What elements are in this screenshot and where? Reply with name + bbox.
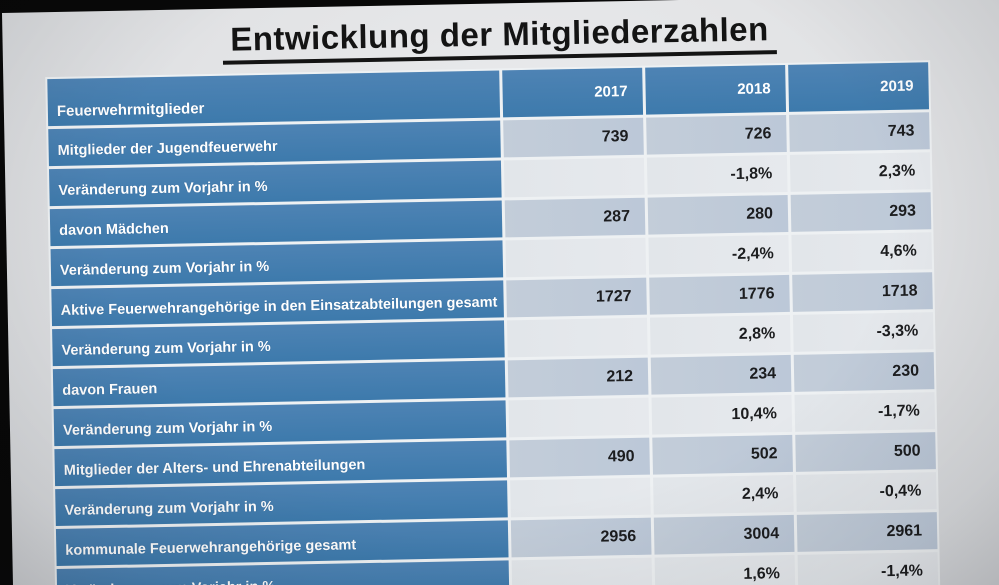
cell-2018: 1776: [649, 274, 790, 315]
cell-2018: -1,8%: [646, 154, 788, 195]
cell-2019: 2,3%: [789, 152, 931, 192]
cell-2017: 2956: [510, 517, 652, 558]
cell-2018: 1,6%: [654, 554, 796, 585]
cell-2017: [503, 157, 645, 198]
row-label: Aktive Feuerwehrangehörige in den Einsat…: [51, 280, 504, 327]
cell-2018: 502: [652, 434, 793, 475]
cell-2017: 287: [504, 197, 646, 238]
cell-2019: 293: [790, 192, 932, 232]
cell-2017: [510, 477, 651, 518]
row-label: davon Mädchen: [49, 200, 503, 247]
cell-2018: 234: [650, 354, 792, 395]
cell-2017: [506, 317, 648, 358]
row-label: Mitglieder der Alters- und Ehrenabteilun…: [54, 440, 508, 487]
cell-2017: [511, 557, 653, 585]
cell-2018: 3004: [653, 514, 795, 555]
cell-2019: 500: [795, 432, 936, 472]
title-area: Entwicklung der Mitgliederzahlen: [2, 0, 997, 69]
cell-2019: 4,6%: [791, 232, 933, 272]
cell-2019: -1,4%: [797, 552, 939, 585]
cell-2019: 2961: [796, 512, 938, 552]
cell-2019: -0,4%: [796, 472, 937, 512]
year-header-2019: 2019: [788, 62, 930, 112]
row-label: kommunale Feuerwehrangehörige gesamt: [55, 520, 509, 567]
cell-2019: 1718: [792, 272, 933, 312]
cell-2019: -1,7%: [794, 392, 936, 432]
cell-2017: 1727: [506, 277, 647, 318]
year-header-2017: 2017: [502, 67, 644, 118]
cell-2018: 2,4%: [653, 474, 794, 515]
membership-table: Feuerwehrmitglieder 2017 2018 2019 Mitgl…: [45, 60, 941, 585]
page-title: Entwicklung der Mitgliederzahlen: [221, 10, 778, 65]
cell-2018: 726: [646, 114, 787, 155]
cell-2017: [508, 397, 650, 438]
row-label: Veränderung zum Vorjahr in %: [52, 320, 505, 367]
row-label: Mitglieder der Jugendfeuerwehr: [48, 120, 501, 167]
cell-2017: 739: [503, 117, 644, 158]
cell-2017: 490: [509, 437, 650, 478]
cell-2018: 2,8%: [649, 314, 791, 355]
row-label: Veränderung zum Vorjahr in %: [50, 240, 504, 287]
row-label: davon Frauen: [52, 360, 506, 407]
cell-2017: 212: [507, 357, 649, 398]
table-header-label: Feuerwehrmitglieder: [47, 70, 501, 127]
year-header-2018: 2018: [645, 64, 787, 115]
row-label: Veränderung zum Vorjahr in %: [53, 400, 507, 447]
cell-2019: -3,3%: [792, 312, 934, 352]
cell-2018: -2,4%: [648, 234, 790, 275]
row-label: Veränderung zum Vorjahr in %: [55, 480, 508, 527]
cell-2019: 743: [789, 112, 930, 152]
table-body: Mitglieder der Jugendfeuerwehr 739 726 7…: [48, 112, 939, 585]
row-label: Veränderung zum Vorjahr in %: [49, 160, 502, 207]
cell-2017: [505, 237, 647, 278]
cell-2018: 280: [647, 194, 789, 235]
cell-2019: 230: [793, 352, 935, 392]
cell-2018: 10,4%: [651, 394, 793, 435]
